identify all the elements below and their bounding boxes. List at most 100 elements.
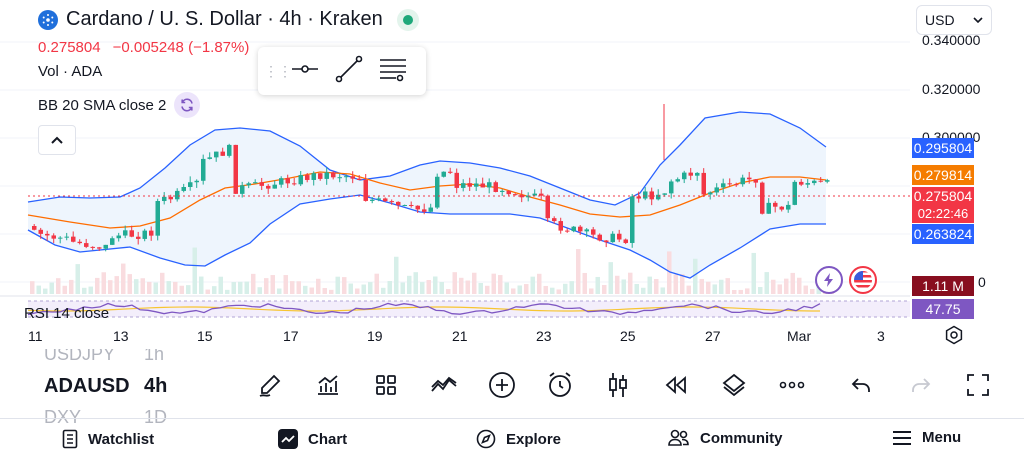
volume-indicator-label[interactable]: Vol · ADA [38, 63, 103, 80]
volume-bar [621, 279, 626, 294]
symbol-title[interactable]: Cardano / U. S. Dollar · 4h · Kraken [66, 8, 383, 30]
volume-bar [485, 285, 490, 294]
candle [383, 198, 388, 202]
candle [708, 192, 713, 195]
symbol-switcher-item-active[interactable]: ADAUSD 4h [44, 374, 168, 397]
volume-bar [342, 277, 347, 294]
time-axis-label: 13 [113, 328, 129, 344]
candle [220, 151, 225, 156]
candle [90, 246, 95, 248]
volume-bar [511, 288, 516, 294]
candle [656, 194, 661, 200]
candle [370, 199, 375, 201]
volume-bar [797, 277, 802, 294]
candle [363, 179, 368, 201]
compare-icon[interactable] [429, 370, 459, 400]
time-axis-label: 25 [620, 328, 636, 344]
candle [623, 239, 628, 243]
nav-watchlist[interactable]: Watchlist [62, 429, 154, 449]
collapse-legend-button[interactable] [38, 125, 76, 155]
bollinger-indicator-label[interactable]: BB 20 SMA close 2 [38, 96, 167, 114]
rsi-indicator-label[interactable]: RSI 14 close [24, 305, 110, 322]
layout-grid-icon[interactable] [371, 370, 401, 400]
candle [38, 229, 43, 234]
candle [578, 226, 583, 232]
volume-tag: 1.11 M [912, 276, 974, 296]
candle [162, 196, 167, 202]
volume-bar [777, 284, 782, 294]
layers-icon[interactable] [719, 370, 749, 400]
volume-bar [478, 282, 483, 294]
pencil-drawing-icon[interactable] [255, 370, 285, 400]
candle [669, 181, 674, 194]
time-axis-label: 27 [705, 328, 721, 344]
candle [818, 180, 823, 182]
compass-icon [476, 429, 496, 449]
volume-bar [647, 276, 652, 294]
volume-bar [628, 272, 633, 294]
volume-bar [101, 272, 106, 294]
add-icon[interactable] [487, 370, 517, 400]
candle [766, 202, 771, 214]
candle [409, 205, 414, 207]
drag-handle-icon[interactable]: ⋮⋮ [264, 62, 292, 79]
nav-chart[interactable]: Chart [278, 429, 347, 449]
symbol-switcher-item[interactable]: USDJPY 1h [44, 349, 165, 364]
horizontal-line-tool-icon[interactable] [290, 59, 320, 84]
volume-bar [257, 287, 262, 294]
candle [747, 177, 752, 180]
bollinger-indicator-row[interactable]: BB 20 SMA close 2 [38, 92, 201, 118]
refresh-icon[interactable] [174, 92, 201, 118]
candle [480, 183, 485, 188]
settings-icon[interactable] [944, 325, 964, 350]
candle [415, 205, 420, 210]
alarm-clock-icon[interactable] [545, 370, 575, 400]
fullscreen-icon[interactable] [963, 370, 993, 400]
volume-bar [563, 283, 568, 294]
volume-bar [758, 286, 763, 294]
candle [610, 233, 615, 243]
candle [786, 204, 791, 210]
candle [545, 195, 550, 219]
volume-bar [36, 285, 41, 294]
price-chart[interactable] [0, 0, 1024, 350]
volume-bar [361, 284, 366, 294]
volume-bar [751, 252, 756, 294]
volume-bar [140, 278, 145, 294]
trend-line-tool-icon[interactable] [334, 54, 364, 89]
candle [695, 172, 700, 176]
parallel-channel-tool-icon[interactable] [378, 54, 408, 89]
replay-icon[interactable] [661, 370, 691, 400]
symbol-switcher[interactable]: USDJPY 1h ADAUSD 4h DXY 1D [44, 349, 224, 423]
volume-bar [433, 276, 438, 294]
volume-bar [82, 287, 87, 294]
volume-bar [673, 274, 678, 294]
us-flag-icon[interactable] [849, 266, 877, 294]
candle [214, 151, 219, 158]
nav-menu[interactable]: Menu [892, 429, 961, 446]
candle [149, 230, 154, 236]
rsi-indicator-row[interactable]: RSI 14 close [24, 305, 109, 322]
lightning-icon[interactable] [815, 266, 843, 294]
nav-community[interactable]: Community [668, 429, 783, 447]
symbol-switcher-item[interactable]: DXY 1D [44, 407, 168, 423]
candle [227, 144, 232, 156]
candlestick-icon[interactable] [603, 370, 633, 400]
redo-icon[interactable] [906, 370, 936, 400]
volume-bar [719, 279, 724, 294]
nav-menu-label: Menu [922, 429, 962, 446]
more-options-icon[interactable] [777, 370, 807, 400]
volume-bar [69, 279, 74, 294]
candle [71, 236, 76, 242]
volume-bar [556, 289, 561, 294]
candle [688, 172, 693, 176]
volume-bar [634, 283, 639, 294]
candle [493, 182, 498, 192]
currency-value: USD [925, 12, 955, 28]
indicators-icon[interactable] [313, 370, 343, 400]
currency-select[interactable]: USD [916, 5, 992, 35]
volume-bar [615, 275, 620, 294]
undo-icon[interactable] [846, 370, 876, 400]
nav-explore[interactable]: Explore [476, 429, 561, 449]
